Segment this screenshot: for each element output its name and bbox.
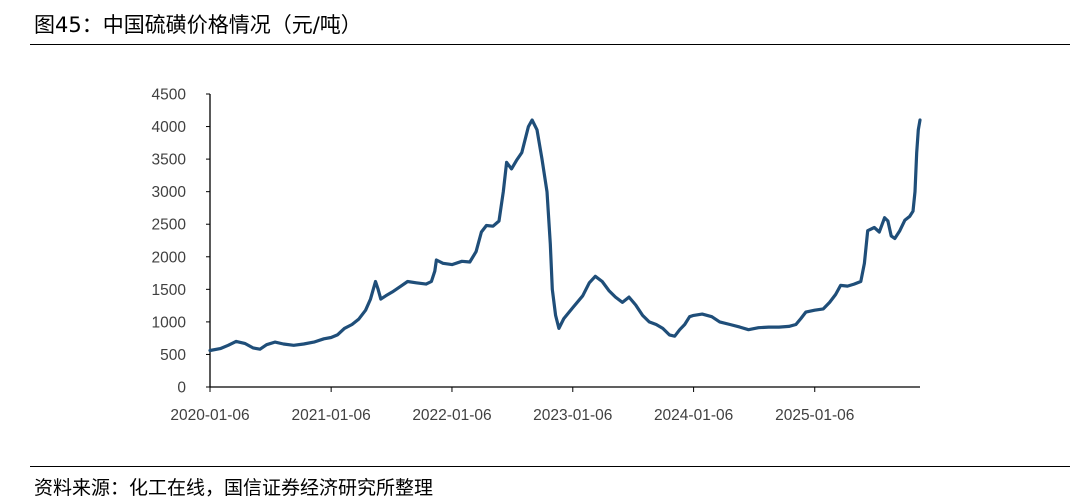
y-tick-label: 2000: [152, 249, 187, 266]
chart-title: 图45：中国硫磺价格情况（元/吨）: [34, 13, 362, 37]
price-series-line: [208, 118, 922, 353]
y-tick-label: 0: [177, 380, 186, 397]
y-axis-ticks: 0 500 1000 1500 2000 2500 3000 3500 4000 4500: [152, 87, 210, 397]
y-tick-label: 3500: [152, 152, 187, 169]
x-tick-label: 2021-01-06: [291, 407, 370, 424]
price-line-chart: 0 500 1000 1500 2000 2500 3000 3500 4000 4500 202…: [152, 87, 922, 424]
x-axis-ticks: 2020-01-06 2021-01-06 2022-01-06 2023-01-06…: [170, 387, 854, 424]
x-tick-label: 2023-01-06: [533, 407, 612, 424]
y-tick-label: 4000: [152, 119, 187, 136]
x-tick-label: 2025-01-06: [775, 407, 854, 424]
x-tick-label: 2022-01-06: [412, 407, 491, 424]
y-tick-label: 3000: [152, 184, 187, 201]
y-tick-label: 4500: [152, 87, 187, 104]
y-tick-label: 1000: [152, 314, 187, 331]
source-note: 资料来源：化工在线，国信证券经济研究所整理: [34, 477, 434, 499]
x-tick-label: 2020-01-06: [170, 407, 249, 424]
x-tick-label: 2024-01-06: [654, 407, 733, 424]
series-layer: [208, 118, 922, 353]
title-divider: [30, 44, 1070, 45]
y-tick-label: 500: [160, 347, 186, 364]
chart-axes: [209, 94, 920, 388]
y-tick-label: 1500: [152, 282, 187, 299]
source-divider: [30, 466, 1070, 467]
y-tick-label: 2500: [152, 217, 187, 234]
